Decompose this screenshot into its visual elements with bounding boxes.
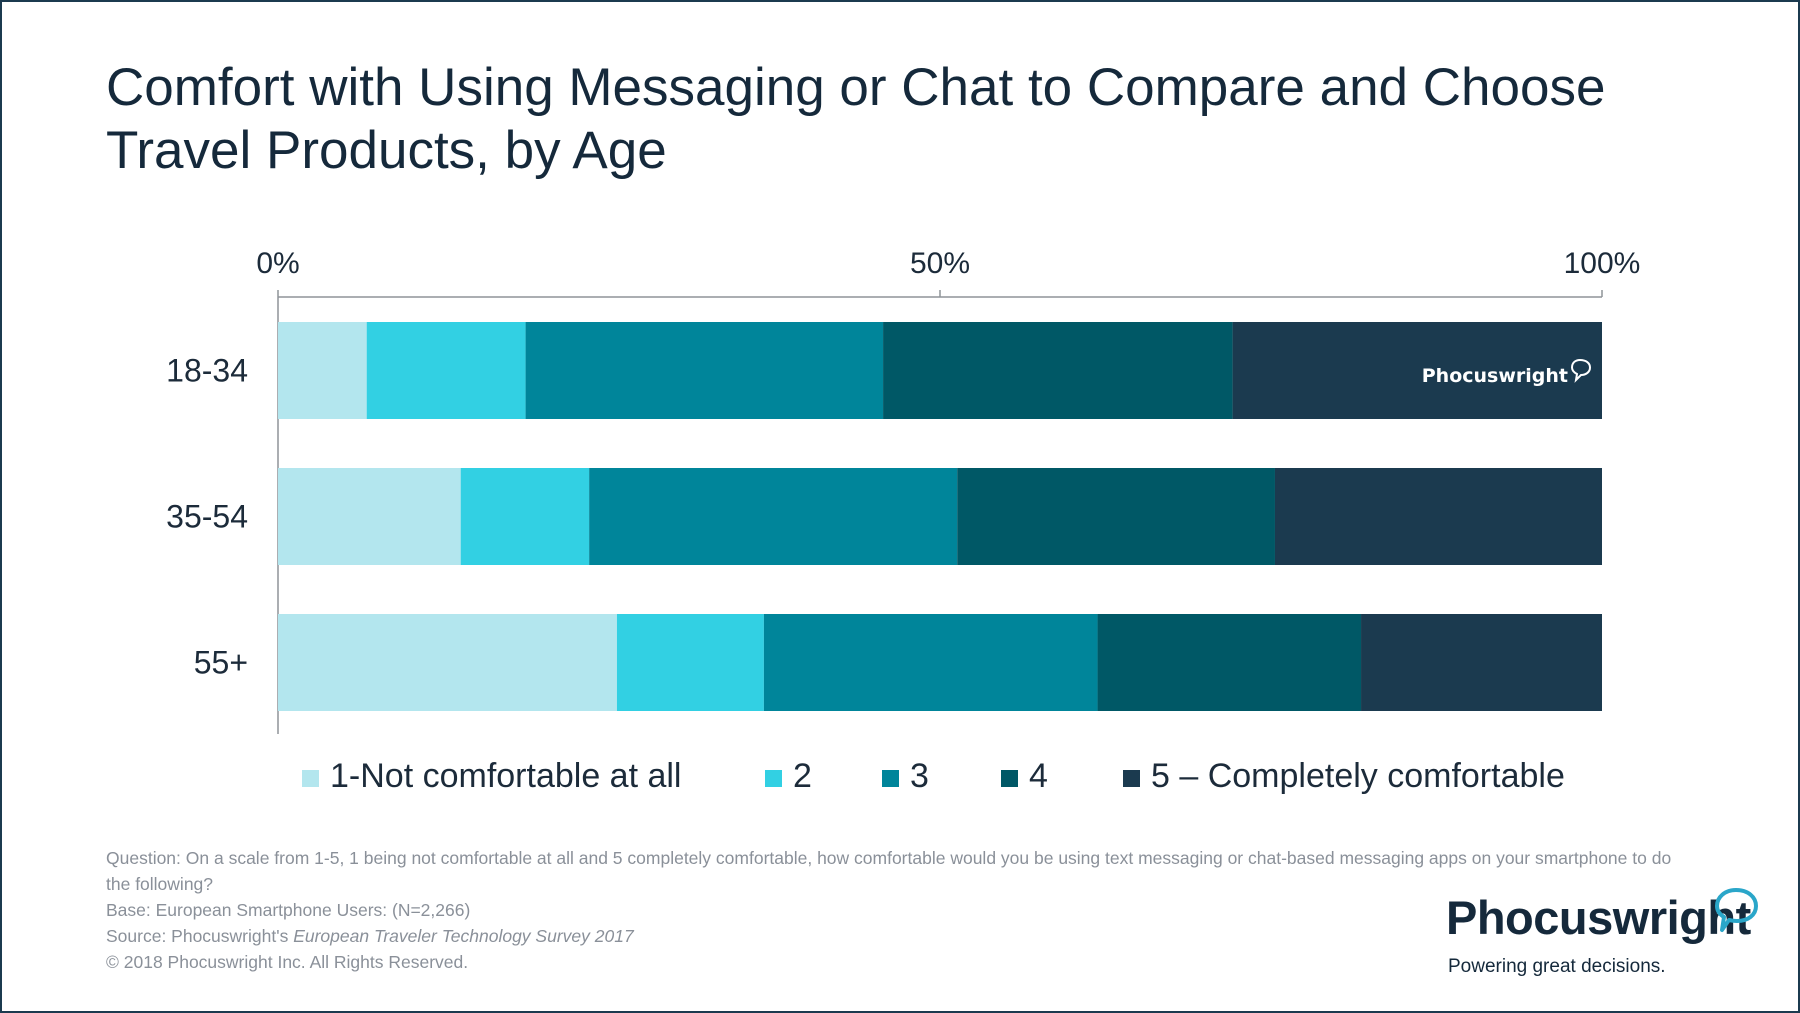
bar-segment-35-54-s3 — [589, 468, 958, 565]
category-label-0: 18-34 — [166, 353, 248, 389]
copyright-note: © 2018 Phocuswright Inc. All Rights Rese… — [106, 952, 469, 972]
brand-name: Phocuswright — [1446, 891, 1751, 944]
bar-segment-35-54-s2 — [460, 468, 590, 565]
watermark-bubble-icon — [1570, 358, 1592, 383]
watermark-text: Phocuswright — [1422, 365, 1568, 387]
legend-label-2: 2 — [793, 757, 812, 795]
x-tick-label-0: 0% — [256, 247, 299, 280]
bar-segment-18-34-s5 — [1232, 322, 1602, 419]
bar-segment-35-54-s5 — [1274, 468, 1602, 565]
brand-tagline: Powering great decisions. — [1448, 956, 1666, 977]
stacked-bar-chart: 0% 50% 100% Phocuswright 18-34 35-54 55+ 1-N… — [166, 247, 1640, 795]
bar-segment-55+-s3 — [763, 614, 1098, 711]
legend-label-3: 3 — [910, 757, 929, 795]
x-tick-label-1: 50% — [910, 247, 970, 280]
bar-segment-18-34-s3 — [525, 322, 884, 419]
legend-label-5: 5 – Completely comfortable — [1151, 757, 1565, 795]
bar-segment-55+-s1 — [278, 614, 617, 711]
bar-segment-18-34-s4 — [883, 322, 1233, 419]
chart-title-line-1: Comfort with Using Messaging or Chat to … — [106, 58, 1606, 117]
source-title: European Traveler Technology Survey 2017 — [293, 926, 634, 946]
bar-segment-18-34-s1 — [278, 322, 367, 419]
x-tick-label-2: 100% — [1564, 247, 1641, 280]
source-prefix: Source: Phocuswright's — [106, 926, 294, 946]
bar-segment-55+-s4 — [1097, 614, 1362, 711]
category-labels: 18-34 35-54 55+ — [166, 353, 248, 681]
legend-swatch-2 — [765, 770, 782, 787]
bar-segment-55+-s5 — [1361, 614, 1602, 711]
chart-title: Comfort with Using Messaging or Chat to … — [106, 56, 1666, 182]
category-label-1: 35-54 — [166, 499, 248, 535]
bars: Phocuswright — [278, 322, 1602, 711]
category-label-2: 55+ — [194, 645, 248, 681]
brand-logo: Phocuswright Powering great decisions. — [1446, 888, 1776, 990]
chart-title-line-2: Travel Products, by Age — [106, 121, 667, 180]
x-axis: 0% 50% 100% — [256, 247, 1640, 734]
legend-swatch-4 — [1001, 770, 1018, 787]
legend-swatch-3 — [882, 770, 899, 787]
source-note: Source: Phocuswright's European Traveler… — [106, 923, 1686, 949]
speech-bubble-icon — [1715, 888, 1758, 932]
bar-segment-55+-s2 — [616, 614, 764, 711]
legend-label-4: 4 — [1029, 757, 1048, 795]
question-note: Question: On a scale from 1-5, 1 being n… — [106, 848, 1672, 894]
legend-swatch-1 — [302, 770, 319, 787]
legend-label-1: 1-Not comfortable at all — [330, 757, 682, 795]
bar-segment-35-54-s1 — [278, 468, 461, 565]
legend-swatch-5 — [1123, 770, 1140, 787]
legend: 1-Not comfortable at all 2 3 4 5 – Completel… — [302, 757, 1565, 795]
footnotes: Question: On a scale from 1-5, 1 being n… — [106, 845, 1686, 975]
bar-segment-35-54-s4 — [957, 468, 1275, 565]
base-note: Base: European Smartphone Users: (N=2,26… — [106, 900, 471, 920]
bar-segment-18-34-s2 — [366, 322, 526, 419]
